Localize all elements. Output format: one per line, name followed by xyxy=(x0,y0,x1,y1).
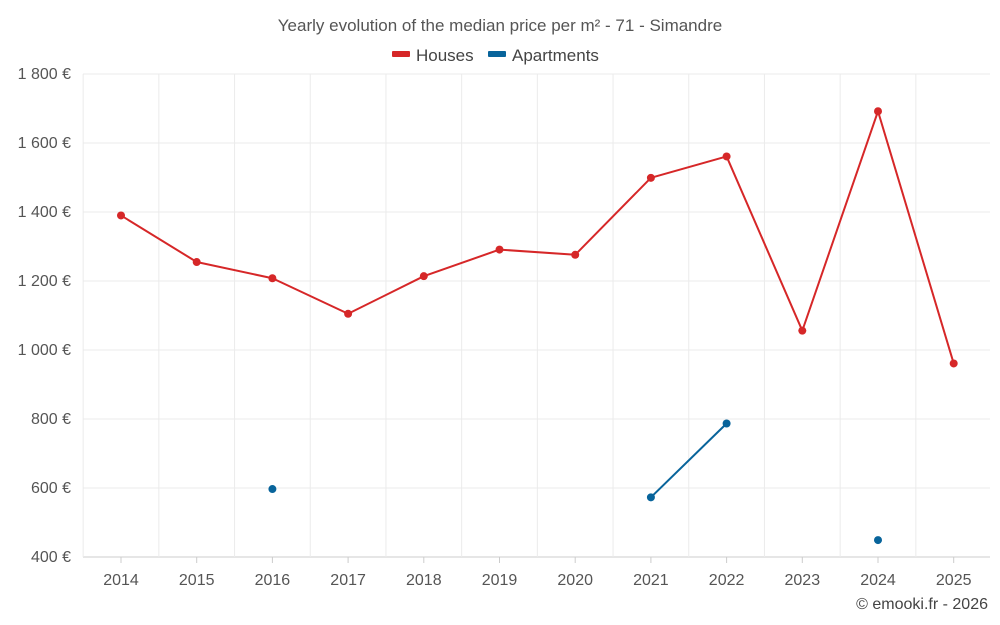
x-tick-label: 2021 xyxy=(633,572,669,589)
series-line-houses xyxy=(120,110,955,364)
chart-title: Yearly evolution of the median price per… xyxy=(278,16,722,35)
x-tick-label: 2020 xyxy=(557,572,593,589)
x-tick-label: 2022 xyxy=(709,572,745,589)
x-tick-label: 2015 xyxy=(179,572,215,589)
data-point-houses-2015[interactable] xyxy=(192,258,201,267)
legend-item-houses[interactable]: Houses xyxy=(392,46,474,65)
y-tick-label: 800 € xyxy=(31,411,71,428)
legend-swatch-apartments xyxy=(488,51,506,57)
data-point-apartments-2022[interactable] xyxy=(722,419,731,428)
y-tick-label: 1 800 € xyxy=(18,66,71,83)
series-line-apartments xyxy=(650,422,728,499)
data-point-houses-2021[interactable] xyxy=(646,173,655,182)
data-point-houses-2022[interactable] xyxy=(722,152,731,161)
x-tick-label: 2024 xyxy=(860,572,896,589)
legend-label-houses: Houses xyxy=(416,46,474,65)
data-point-houses-2017[interactable] xyxy=(344,309,353,318)
x-tick-label: 2019 xyxy=(482,572,518,589)
legend-label-apartments: Apartments xyxy=(512,46,599,65)
data-point-houses-2020[interactable] xyxy=(571,250,580,259)
grid xyxy=(82,73,990,558)
series-houses xyxy=(117,107,958,368)
x-tick-label: 2017 xyxy=(330,572,366,589)
x-tick-label: 2018 xyxy=(406,572,442,589)
data-point-apartments-2021[interactable] xyxy=(646,493,655,502)
series-apartments xyxy=(268,419,882,545)
data-point-apartments-2024[interactable] xyxy=(874,536,882,545)
data-point-houses-2018[interactable] xyxy=(419,272,428,281)
y-tick-label: 1 400 € xyxy=(18,204,71,221)
data-point-houses-2014[interactable] xyxy=(117,211,125,220)
legend-swatch-houses xyxy=(392,51,410,57)
data-point-houses-2025[interactable] xyxy=(949,359,958,368)
y-tick-label: 1 000 € xyxy=(18,342,71,359)
y-tick-label: 1 200 € xyxy=(18,273,71,290)
x-tick-label: 2025 xyxy=(936,572,972,589)
data-point-houses-2024[interactable] xyxy=(874,107,882,116)
x-tick-label: 2014 xyxy=(103,572,139,589)
y-tick-label: 600 € xyxy=(31,480,71,497)
credit-text: © emooki.fr - 2026 xyxy=(856,596,988,613)
x-tick-label: 2023 xyxy=(785,572,821,589)
legend-item-apartments[interactable]: Apartments xyxy=(488,46,599,65)
data-point-apartments-2016[interactable] xyxy=(268,485,277,494)
y-tick-label: 400 € xyxy=(31,549,71,566)
legend: Houses Apartments xyxy=(392,46,599,65)
x-tick-label: 2016 xyxy=(255,572,291,589)
data-point-houses-2023[interactable] xyxy=(798,326,807,335)
y-axis-ticks: 400 € 600 € 800 € 1 000 € 1 200 € 1 400 € 1 60… xyxy=(18,66,71,566)
y-tick-label: 1 600 € xyxy=(18,135,71,152)
data-point-houses-2016[interactable] xyxy=(268,274,277,283)
series xyxy=(117,107,958,545)
data-point-houses-2019[interactable] xyxy=(495,245,504,254)
x-axis-ticks: 2014 2015 2016 2017 2018 2019 2020 2021 2022 2023… xyxy=(103,557,972,589)
